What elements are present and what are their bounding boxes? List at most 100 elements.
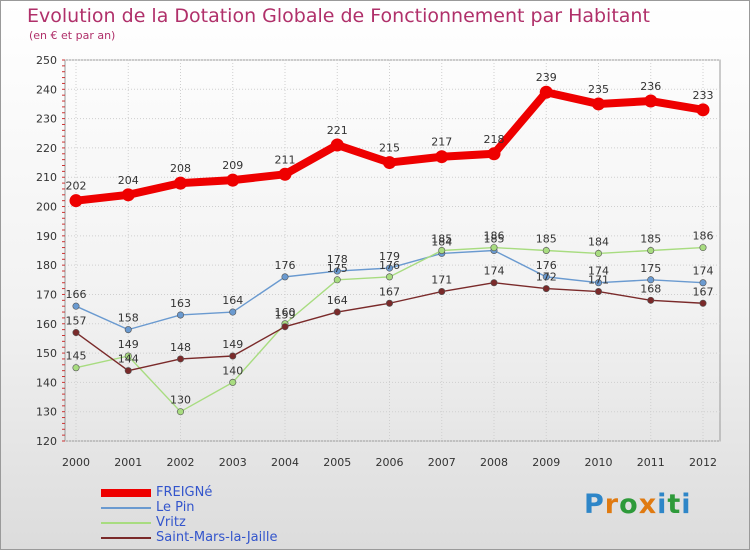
data-point: [226, 173, 240, 187]
data-point: [121, 188, 135, 202]
legend-label: Saint-Mars-la-Jaille: [156, 530, 278, 545]
data-label: 175: [327, 262, 348, 275]
data-point: [229, 352, 237, 360]
data-point: [177, 311, 185, 319]
data-point: [281, 323, 289, 331]
data-label: 184: [431, 235, 452, 248]
legend-label: FREIGNé: [156, 485, 213, 500]
data-point: [330, 138, 344, 152]
x-tick-label: 2011: [637, 456, 665, 469]
y-tick-label: 120: [36, 435, 57, 448]
data-label: 178: [327, 253, 348, 266]
data-label: 211: [275, 153, 296, 166]
logo-letter: i: [681, 489, 692, 520]
legend-label: Le Pin: [156, 500, 195, 515]
data-label: 149: [118, 338, 139, 351]
legend-swatch: [101, 488, 151, 497]
data-label: 217: [431, 136, 452, 149]
logo-letter: o: [619, 489, 639, 520]
data-label: 163: [170, 297, 191, 310]
data-label: 218: [484, 133, 505, 146]
legend-swatch: [101, 521, 151, 524]
data-label: 160: [275, 306, 296, 319]
data-point: [385, 273, 393, 281]
data-label: 148: [170, 341, 191, 354]
legend-swatch: [101, 506, 151, 509]
x-tick-label: 2010: [585, 456, 613, 469]
data-label: 179: [379, 250, 400, 263]
x-tick-label: 2002: [167, 456, 195, 469]
x-tick-label: 2003: [219, 456, 247, 469]
data-point: [435, 150, 449, 164]
data-label: 235: [588, 83, 609, 96]
data-point: [647, 247, 655, 255]
data-label: 239: [536, 71, 557, 84]
data-point: [542, 285, 550, 293]
data-label: 176: [379, 259, 400, 272]
data-point: [487, 147, 501, 161]
data-label: 149: [222, 338, 243, 351]
data-point: [124, 326, 132, 334]
data-label: 172: [536, 271, 557, 284]
data-point: [229, 378, 237, 386]
x-tick-label: 2005: [323, 456, 351, 469]
x-tick-label: 2007: [428, 456, 456, 469]
proxiti-logo: Proxiti: [584, 489, 692, 520]
chart-subtitle: (en € et par an): [29, 29, 116, 42]
data-point: [592, 97, 605, 111]
data-point: [490, 244, 498, 252]
logo-letter: i: [657, 489, 668, 520]
data-label: 145: [66, 350, 87, 363]
y-tick-label: 210: [36, 171, 57, 184]
data-label: 174: [484, 265, 505, 278]
y-tick-label: 190: [36, 230, 57, 243]
data-point: [438, 288, 446, 296]
data-label: 174: [588, 265, 609, 278]
series-freign-: 202 204 208 209 211 221 215 217 218 239 235 236 233: [66, 71, 714, 208]
data-point: [542, 247, 550, 255]
data-label: 130: [170, 394, 191, 407]
data-point: [383, 156, 396, 170]
data-label: 202: [66, 180, 87, 193]
data-point: [124, 367, 132, 375]
x-tick-label: 2000: [62, 456, 90, 469]
legend-swatch: [101, 536, 151, 539]
data-point: [281, 273, 289, 281]
x-tick-label: 2006: [376, 456, 404, 469]
data-label: 167: [379, 285, 400, 298]
data-point: [539, 85, 553, 99]
y-tick-label: 230: [36, 113, 57, 126]
data-point: [174, 176, 187, 190]
data-point: [699, 244, 707, 252]
y-tick-label: 220: [36, 142, 57, 155]
data-label: 186: [693, 230, 714, 243]
data-label: 157: [66, 315, 87, 328]
data-label: 174: [693, 265, 714, 278]
data-point: [647, 276, 655, 284]
legend-label: Vritz: [156, 515, 186, 530]
data-label: 171: [431, 274, 452, 287]
data-point: [72, 302, 80, 310]
data-point: [594, 249, 602, 257]
y-tick-label: 130: [36, 406, 57, 419]
chart-title: Evolution de la Dotation Globale de Fonc…: [27, 5, 650, 27]
data-label: 158: [118, 312, 139, 325]
data-point: [438, 247, 446, 255]
data-label: 209: [222, 159, 243, 172]
data-label: 168: [640, 282, 661, 295]
data-point: [385, 264, 393, 272]
y-tick-label: 170: [36, 288, 57, 301]
data-label: 166: [66, 288, 87, 301]
data-point: [177, 355, 185, 363]
data-label: 215: [379, 142, 400, 155]
data-label: 186: [484, 230, 505, 243]
logo-letter: x: [638, 489, 658, 520]
data-point: [542, 273, 550, 281]
data-label: 167: [693, 285, 714, 298]
x-tick-label: 2009: [532, 456, 560, 469]
data-point: [72, 329, 80, 337]
data-label: 204: [118, 174, 139, 187]
